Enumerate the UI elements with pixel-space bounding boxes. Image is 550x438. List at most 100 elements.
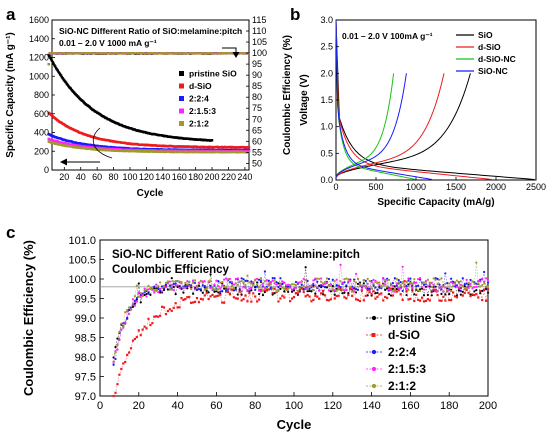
panel-c-point: [413, 278, 416, 281]
panel-c-point: [308, 295, 311, 298]
panel-c-point: [225, 286, 228, 289]
panel-c-point: [420, 286, 424, 289]
panel-c-point: [384, 288, 387, 291]
panel-c-point: [160, 286, 164, 290]
panel-c-point: [424, 299, 428, 302]
panel-c-point: [259, 276, 263, 280]
panel-c-ytick-label: 97.0: [75, 391, 96, 403]
panel-c-point: [446, 282, 449, 285]
panel-c-point: [188, 284, 191, 288]
panel-a-y2tick-label: 60: [252, 136, 262, 146]
panel-c-point: [259, 288, 263, 292]
panel-a-bracket: [92, 127, 113, 159]
panel-a-ytick-label: 1000: [29, 71, 49, 81]
panel-a-ytick-label: 200: [34, 146, 49, 156]
panel-c-point: [201, 291, 204, 294]
panel-c-point: [145, 327, 148, 330]
panel-c-point: [304, 266, 307, 269]
panel-c-point: [203, 288, 206, 291]
panel-c-point: [407, 298, 410, 301]
panel-b-ytick-label: 0.5: [320, 148, 333, 158]
panel-c-point: [283, 287, 286, 290]
panel-c-point: [257, 288, 261, 292]
panel-c-point: [298, 287, 301, 290]
panel-a-xtick-label: 120: [139, 172, 154, 182]
panel-c-point: [343, 278, 346, 281]
panel-c-point: [118, 338, 121, 342]
panel-b-xtick-label: 500: [368, 182, 383, 192]
panel-c-point: [275, 283, 278, 286]
panel-c-point: [271, 287, 274, 290]
panel-c-point: [174, 293, 177, 296]
panel-c: c 0 20 40 60 80 100 120 140 160 180 200 97.0 97.5 98.…: [6, 223, 497, 432]
panel-c-point: [139, 301, 142, 304]
panel-c-point: [151, 286, 154, 290]
panel-c-point: [444, 282, 447, 285]
panel-c-point: [486, 288, 490, 291]
panel-c-point: [483, 270, 486, 274]
panel-c-point: [180, 287, 183, 291]
panel-c-point: [362, 282, 365, 285]
panel-b-frame: [335, 19, 537, 181]
panel-a-capacity-point: [51, 61, 55, 64]
panel-c-point: [126, 317, 129, 320]
panel-c-point: [283, 296, 286, 299]
panel-b-ytick-label: 2.5: [320, 42, 333, 52]
panel-c-point: [442, 285, 445, 288]
panel-c-point: [451, 291, 455, 294]
panel-c-point: [448, 289, 451, 292]
panel-c-point: [362, 284, 365, 288]
panel-c-point: [155, 287, 158, 290]
panel-c-point: [314, 284, 317, 288]
panel-c-point: [481, 298, 484, 302]
panel-c-point: [285, 284, 288, 287]
panel-c-point: [298, 288, 301, 292]
panel-c-xtick-label: 120: [324, 400, 342, 412]
panel-b-legend-label: SiO: [478, 30, 493, 40]
panel-c-point: [263, 286, 266, 290]
panel-c-point: [287, 290, 290, 293]
panel-c-point: [201, 281, 204, 284]
panel-a-y2tick-label: 65: [252, 125, 262, 135]
panel-c-point: [228, 281, 232, 284]
panel-c-point: [349, 287, 352, 291]
panel-c-point: [128, 306, 131, 309]
panel-c-point: [436, 283, 439, 286]
panel-c-point: [422, 294, 426, 297]
panel-a-y2label: Coulombic Efficiency (%): [282, 35, 293, 155]
panel-c-point: [362, 279, 365, 282]
panel-c-point: [451, 280, 455, 283]
panel-c-point: [469, 294, 472, 298]
panel-a-capacity-point: [48, 54, 51, 58]
panel-b-ytick-label: 3.0: [320, 15, 333, 25]
panel-c-point: [174, 282, 177, 285]
panel-c-ytick-label: 100.0: [68, 274, 96, 286]
panel-b-xtick-label: 2000: [486, 182, 506, 192]
panel-c-point: [376, 291, 379, 294]
panel-b-discharge-curve: [335, 19, 417, 180]
panel-c-point: [302, 291, 305, 294]
panel-c-point: [195, 286, 199, 289]
panel-c-point: [353, 279, 356, 283]
panel-c-point: [451, 282, 455, 285]
panel-c-point: [341, 281, 344, 284]
panel-c-point: [182, 298, 185, 302]
panel-c-point: [143, 289, 146, 292]
panel-c-point: [209, 273, 212, 276]
panel-c-point: [120, 328, 123, 331]
panel-a-y2tick-label: 90: [252, 70, 262, 80]
panel-b-ytick-label: 1.5: [320, 95, 333, 105]
panel-c-point: [413, 299, 416, 303]
panel-c-point: [244, 286, 247, 289]
panel-c-point: [195, 288, 199, 291]
panel-c-point: [417, 289, 420, 292]
panel-c-point: [271, 279, 274, 282]
panel-c-point: [434, 278, 437, 281]
panel-c-point: [120, 367, 123, 371]
panel-c-point: [203, 280, 206, 283]
panel-c-point: [133, 294, 137, 298]
panel-a-capacity-point: [247, 145, 251, 149]
panel-c-point: [387, 278, 391, 281]
panel-c-point: [316, 295, 319, 298]
panel-c-point: [481, 289, 484, 292]
